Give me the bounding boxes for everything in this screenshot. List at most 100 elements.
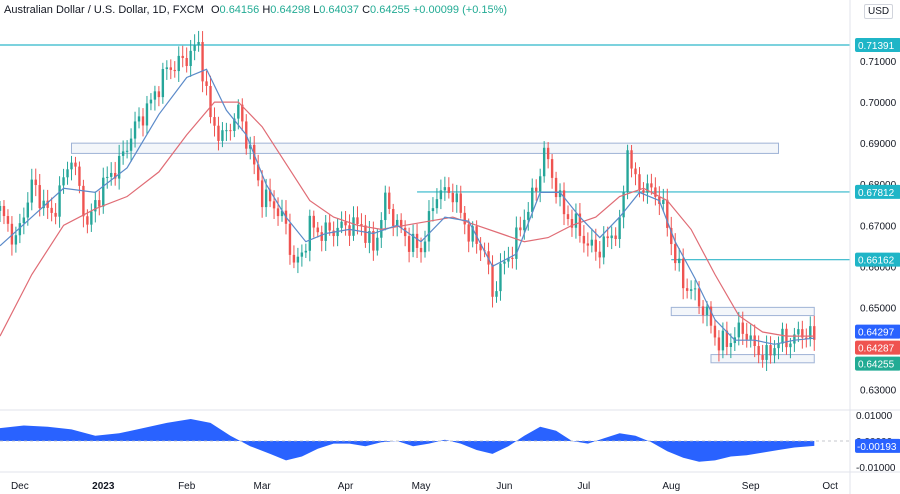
candle-body[interactable]	[62, 177, 65, 186]
candle-body[interactable]	[249, 144, 252, 149]
candle-body[interactable]	[749, 335, 752, 340]
candle-body[interactable]	[221, 130, 224, 141]
candle-body[interactable]	[550, 159, 554, 178]
candle-body[interactable]	[376, 237, 379, 251]
candle-body[interactable]	[316, 227, 319, 233]
candle-body[interactable]	[431, 208, 435, 212]
candle-body[interactable]	[213, 117, 216, 126]
candle-body[interactable]	[495, 291, 498, 297]
candle-body[interactable]	[634, 168, 637, 175]
candle-body[interactable]	[598, 251, 601, 258]
candle-body[interactable]	[622, 192, 625, 218]
candle-body[interactable]	[435, 199, 439, 209]
candle-body[interactable]	[46, 200, 49, 208]
candle-body[interactable]	[348, 225, 351, 236]
candle-body[interactable]	[447, 187, 451, 193]
candle-body[interactable]	[308, 215, 312, 251]
candle-body[interactable]	[241, 104, 244, 122]
candle-body[interactable]	[6, 216, 10, 224]
candle-body[interactable]	[396, 219, 399, 226]
candle-body[interactable]	[193, 45, 196, 51]
candle-body[interactable]	[121, 151, 125, 156]
candle-body[interactable]	[304, 250, 308, 253]
candle-body[interactable]	[106, 176, 109, 178]
candle-body[interactable]	[70, 162, 73, 170]
candle-body[interactable]	[94, 200, 97, 212]
candle-body[interactable]	[729, 343, 733, 347]
candle-body[interactable]	[419, 247, 423, 253]
candle-body[interactable]	[654, 187, 657, 197]
candle-body[interactable]	[26, 202, 29, 218]
candle-body[interactable]	[558, 190, 562, 198]
candle-body[interactable]	[264, 189, 268, 208]
candle-body[interactable]	[153, 91, 157, 100]
candle-body[interactable]	[268, 189, 272, 202]
candle-body[interactable]	[693, 288, 697, 290]
candle-body[interactable]	[74, 162, 77, 167]
candle-body[interactable]	[90, 211, 93, 225]
candle-body[interactable]	[34, 179, 37, 186]
candle-body[interactable]	[356, 217, 359, 225]
candle-body[interactable]	[360, 224, 363, 226]
candle-body[interactable]	[709, 306, 713, 326]
candle-body[interactable]	[260, 180, 264, 208]
oscillator-area[interactable]	[0, 419, 815, 462]
candle-body[interactable]	[614, 235, 617, 240]
candle-body[interactable]	[713, 325, 717, 338]
candle-body[interactable]	[312, 215, 315, 228]
candle-body[interactable]	[805, 337, 808, 339]
candle-body[interactable]	[662, 199, 665, 204]
candle-body[interactable]	[491, 264, 494, 297]
zone-box-0[interactable]	[70, 142, 780, 154]
candle-body[interactable]	[189, 50, 192, 67]
candle-body[interactable]	[141, 116, 145, 126]
candle-body[interactable]	[411, 233, 415, 252]
candle-body[interactable]	[801, 329, 804, 338]
candle-body[interactable]	[352, 217, 355, 236]
candle-body[interactable]	[328, 222, 331, 231]
candle-body[interactable]	[165, 67, 169, 70]
candle-body[interactable]	[666, 199, 669, 228]
candle-body[interactable]	[527, 211, 530, 220]
candle-body[interactable]	[201, 41, 204, 82]
candle-body[interactable]	[292, 254, 296, 263]
candle-body[interactable]	[535, 187, 538, 192]
candle-body[interactable]	[721, 330, 725, 351]
candle-body[interactable]	[324, 222, 327, 241]
slow-moving-average-line[interactable]	[0, 101, 815, 337]
candle-body[interactable]	[554, 177, 558, 198]
candle-body[interactable]	[54, 212, 57, 217]
candle-body[interactable]	[717, 337, 721, 351]
candle-body[interactable]	[793, 334, 796, 344]
candle-body[interactable]	[546, 147, 550, 160]
currency-button[interactable]: USD	[864, 4, 894, 19]
candle-body[interactable]	[173, 69, 176, 72]
candle-body[interactable]	[82, 185, 85, 217]
candle-body[interactable]	[137, 116, 141, 122]
candle-body[interactable]	[463, 212, 466, 225]
candle-body[interactable]	[439, 190, 443, 200]
candle-body[interactable]	[38, 185, 41, 209]
candle-body[interactable]	[388, 192, 391, 209]
candle-body[interactable]	[113, 172, 117, 179]
candle-body[interactable]	[229, 130, 232, 132]
candle-body[interactable]	[181, 55, 184, 59]
candle-body[interactable]	[10, 223, 14, 245]
candle-body[interactable]	[813, 326, 816, 340]
candle-body[interactable]	[511, 257, 514, 259]
candle-body[interactable]	[678, 258, 681, 264]
candle-body[interactable]	[205, 81, 208, 86]
candle-body[interactable]	[773, 348, 776, 356]
candle-body[interactable]	[161, 69, 165, 98]
candle-body[interactable]	[443, 187, 447, 191]
candle-body[interactable]	[177, 55, 180, 72]
candle-body[interactable]	[642, 190, 645, 193]
candle-body[interactable]	[538, 176, 542, 192]
time-axis[interactable]: Dec 2023 Feb Mar Apr May Jun Jul Aug Sep Oct	[11, 481, 838, 492]
candle-body[interactable]	[638, 174, 641, 191]
candle-body[interactable]	[542, 147, 546, 177]
candle-body[interactable]	[777, 343, 780, 349]
candle-body[interactable]	[697, 288, 701, 307]
candle-body[interactable]	[574, 213, 578, 228]
